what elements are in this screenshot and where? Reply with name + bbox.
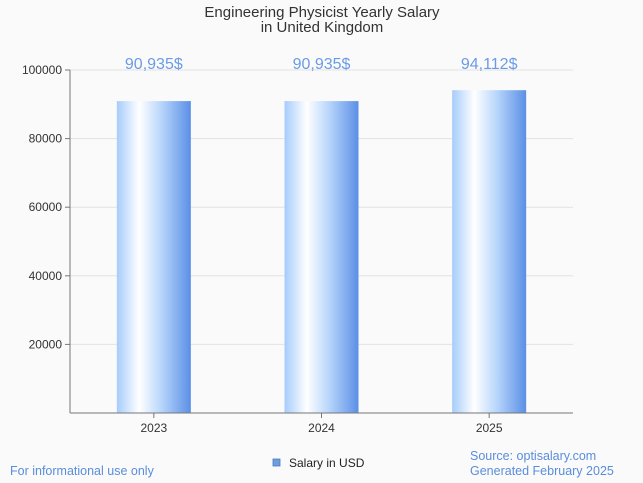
x-tick-labels: 2023 2024 2025 (140, 413, 503, 435)
data-label: 94,112$ (461, 56, 518, 73)
bar-2023[interactable] (116, 101, 191, 413)
legend[interactable]: Salary in USD (272, 456, 365, 470)
y-tick-label: 100000 (22, 63, 62, 77)
x-tick-label: 2025 (476, 421, 503, 435)
legend-swatch (272, 458, 281, 467)
bar-2025[interactable] (452, 90, 527, 414)
bar-2024[interactable] (284, 101, 359, 413)
x-tick-label: 2024 (308, 421, 335, 435)
legend-label: Salary in USD (289, 456, 365, 470)
y-tick-label: 40000 (29, 269, 63, 283)
disclaimer-text: For informational use only (10, 464, 155, 478)
data-labels: 90,935$ 90,935$ 94,112$ (125, 56, 518, 73)
y-tick-label: 80000 (29, 132, 63, 146)
chart-title-line-1: Engineering Physicist Yearly Salary (204, 4, 440, 21)
chart-title-line-2: in United Kingdom (261, 19, 384, 36)
bars (116, 90, 527, 414)
data-label: 90,935$ (293, 56, 351, 73)
y-tick-label: 20000 (29, 337, 63, 351)
x-tick-label: 2023 (140, 421, 167, 435)
y-tick-labels: 20000 40000 60000 80000 100000 (22, 63, 62, 351)
source-text: Source: optisalary.com (470, 449, 596, 463)
data-label: 90,935$ (125, 56, 183, 73)
y-tick-label: 60000 (29, 200, 63, 214)
generated-text: Generated February 2025 (470, 464, 614, 478)
